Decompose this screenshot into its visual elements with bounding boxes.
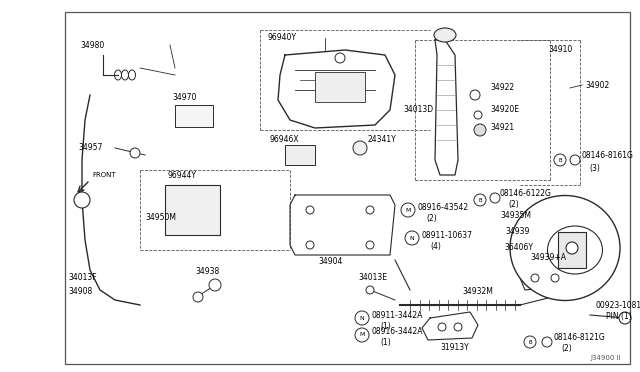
Text: 36406Y: 36406Y: [504, 244, 533, 253]
Text: 34013F: 34013F: [68, 273, 97, 282]
Ellipse shape: [547, 226, 602, 274]
Circle shape: [193, 292, 203, 302]
Text: 34922: 34922: [490, 83, 514, 93]
Circle shape: [438, 323, 446, 331]
Text: 34932M: 34932M: [462, 288, 493, 296]
Text: 08146-8161G: 08146-8161G: [582, 151, 634, 160]
Circle shape: [551, 274, 559, 282]
Circle shape: [209, 279, 221, 291]
Circle shape: [554, 154, 566, 166]
Text: (2): (2): [508, 201, 519, 209]
Text: 96946X: 96946X: [270, 135, 300, 144]
Text: 34957: 34957: [78, 144, 102, 153]
Text: M: M: [405, 208, 411, 212]
Text: (2): (2): [426, 214, 436, 222]
Text: 00923-1081A: 00923-1081A: [595, 301, 640, 310]
Text: M: M: [359, 333, 365, 337]
Text: 34939+A: 34939+A: [530, 253, 566, 263]
Text: 34920E: 34920E: [490, 106, 519, 115]
Text: 08916-3442A: 08916-3442A: [372, 327, 424, 337]
Circle shape: [366, 241, 374, 249]
Circle shape: [130, 148, 140, 158]
Bar: [165, 185, 220, 235]
Text: 34013D: 34013D: [403, 106, 433, 115]
Text: (1): (1): [380, 339, 391, 347]
Text: 34950M: 34950M: [145, 214, 176, 222]
Text: 08146-8121G: 08146-8121G: [553, 333, 605, 341]
Circle shape: [306, 241, 314, 249]
Text: 34908: 34908: [68, 288, 92, 296]
Bar: [315, 72, 365, 102]
Text: 34939: 34939: [505, 228, 529, 237]
Circle shape: [524, 336, 536, 348]
Circle shape: [74, 192, 90, 208]
Text: 08146-6122G: 08146-6122G: [500, 189, 552, 198]
Text: 96944Y: 96944Y: [168, 170, 197, 180]
Text: 34921: 34921: [490, 124, 514, 132]
Circle shape: [355, 311, 369, 325]
Circle shape: [474, 124, 486, 136]
Text: 34902: 34902: [585, 80, 609, 90]
Text: 96940Y: 96940Y: [268, 33, 297, 42]
Circle shape: [474, 111, 482, 119]
Text: FRONT: FRONT: [92, 172, 116, 178]
Text: PIN (1): PIN (1): [606, 312, 632, 321]
Circle shape: [542, 337, 552, 347]
Text: 34938: 34938: [195, 267, 220, 276]
Text: 31913Y: 31913Y: [440, 343, 468, 353]
Text: 34013E: 34013E: [358, 273, 387, 282]
Text: 08911-10637: 08911-10637: [422, 231, 473, 240]
Ellipse shape: [510, 196, 620, 301]
Text: B: B: [558, 157, 562, 163]
Bar: [65, 12, 630, 364]
Text: 34910: 34910: [548, 45, 572, 55]
Bar: [558, 232, 586, 268]
Text: B: B: [478, 198, 482, 202]
Circle shape: [405, 231, 419, 245]
Text: 34935M: 34935M: [500, 211, 531, 219]
Text: B: B: [528, 340, 532, 344]
Circle shape: [355, 328, 369, 342]
Circle shape: [306, 206, 314, 214]
Circle shape: [454, 323, 462, 331]
Circle shape: [470, 90, 480, 100]
Text: 08916-43542: 08916-43542: [418, 202, 469, 212]
Circle shape: [401, 203, 415, 217]
Circle shape: [566, 242, 578, 254]
Text: (4): (4): [430, 241, 441, 250]
Text: N: N: [410, 235, 414, 241]
Text: J34900 II: J34900 II: [590, 355, 621, 361]
Circle shape: [335, 53, 345, 63]
Circle shape: [619, 312, 631, 324]
Text: 34970: 34970: [172, 93, 196, 103]
Text: 08911-3442A: 08911-3442A: [372, 311, 424, 320]
Text: (2): (2): [561, 344, 572, 353]
Bar: [175, 105, 213, 127]
Circle shape: [366, 206, 374, 214]
Bar: [285, 145, 315, 165]
Circle shape: [353, 141, 367, 155]
Text: (1): (1): [380, 321, 391, 330]
Text: (3): (3): [589, 164, 600, 173]
Circle shape: [490, 193, 500, 203]
Circle shape: [366, 286, 374, 294]
Text: 24341Y: 24341Y: [368, 135, 397, 144]
Circle shape: [570, 155, 580, 165]
Circle shape: [474, 194, 486, 206]
Text: 34980: 34980: [80, 41, 104, 49]
Circle shape: [531, 274, 539, 282]
Text: 34904: 34904: [318, 257, 342, 266]
Ellipse shape: [434, 28, 456, 42]
Text: N: N: [360, 315, 364, 321]
